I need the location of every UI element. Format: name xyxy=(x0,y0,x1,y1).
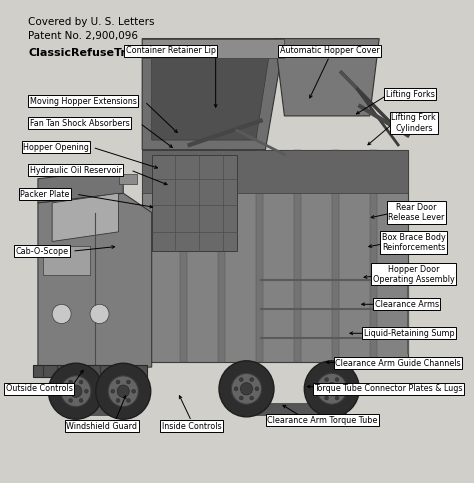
Circle shape xyxy=(132,389,136,393)
Circle shape xyxy=(127,398,130,402)
FancyBboxPatch shape xyxy=(142,150,408,362)
FancyBboxPatch shape xyxy=(142,39,284,58)
Circle shape xyxy=(111,389,115,393)
Text: Container Retainer Lip: Container Retainer Lip xyxy=(126,46,216,55)
Text: Hopper Door
Operating Assembly: Hopper Door Operating Assembly xyxy=(373,265,455,284)
Circle shape xyxy=(319,387,323,391)
Circle shape xyxy=(116,380,120,384)
Circle shape xyxy=(250,378,254,382)
Circle shape xyxy=(325,378,328,382)
Text: Lifting Fork
Cylinders: Lifting Fork Cylinders xyxy=(392,114,436,133)
Text: Moving Hopper Extensions: Moving Hopper Extensions xyxy=(29,97,137,106)
Text: Clearance Arms: Clearance Arms xyxy=(374,300,439,309)
FancyBboxPatch shape xyxy=(180,150,187,362)
FancyBboxPatch shape xyxy=(33,365,147,377)
Circle shape xyxy=(61,376,91,407)
Circle shape xyxy=(52,304,71,324)
Circle shape xyxy=(219,361,274,417)
Text: Windshield Guard: Windshield Guard xyxy=(66,422,137,430)
Text: Clearance Arm Guide Channels: Clearance Arm Guide Channels xyxy=(335,359,461,368)
Polygon shape xyxy=(142,39,284,150)
Text: Covered by U. S. Letters: Covered by U. S. Letters xyxy=(28,17,155,27)
Circle shape xyxy=(108,376,138,407)
FancyBboxPatch shape xyxy=(66,403,137,415)
Text: ClassicRefuseTrucks.com: ClassicRefuseTrucks.com xyxy=(28,48,185,58)
FancyBboxPatch shape xyxy=(237,403,346,415)
Polygon shape xyxy=(38,193,152,367)
Circle shape xyxy=(325,396,328,400)
Text: Outside Controls: Outside Controls xyxy=(6,384,73,393)
FancyBboxPatch shape xyxy=(332,150,339,362)
Text: Packer Plate: Packer Plate xyxy=(20,190,70,199)
Circle shape xyxy=(116,398,120,402)
Circle shape xyxy=(335,378,339,382)
FancyBboxPatch shape xyxy=(218,150,225,362)
Text: Clearance Arm Torque Tube: Clearance Arm Torque Tube xyxy=(267,416,377,425)
Circle shape xyxy=(69,380,73,384)
Text: Lifting Forks: Lifting Forks xyxy=(385,90,435,99)
Circle shape xyxy=(326,383,338,395)
Circle shape xyxy=(239,396,243,400)
Circle shape xyxy=(127,380,130,384)
FancyBboxPatch shape xyxy=(256,150,263,362)
FancyBboxPatch shape xyxy=(142,150,408,193)
Polygon shape xyxy=(52,193,118,242)
Circle shape xyxy=(234,387,238,391)
Circle shape xyxy=(79,398,83,402)
Circle shape xyxy=(48,363,103,419)
Text: Liquid-Retaining Sump: Liquid-Retaining Sump xyxy=(364,329,455,338)
FancyBboxPatch shape xyxy=(294,150,301,362)
Circle shape xyxy=(96,363,151,419)
Circle shape xyxy=(239,378,243,382)
Circle shape xyxy=(255,387,259,391)
FancyBboxPatch shape xyxy=(118,174,137,184)
Text: Rear Door
Release Lever: Rear Door Release Lever xyxy=(388,203,444,222)
Circle shape xyxy=(335,396,339,400)
Circle shape xyxy=(90,304,109,324)
Text: Torque Tube Connector Plates & Lugs: Torque Tube Connector Plates & Lugs xyxy=(314,384,463,393)
FancyBboxPatch shape xyxy=(43,246,90,275)
Circle shape xyxy=(250,396,254,400)
Polygon shape xyxy=(152,48,270,140)
Circle shape xyxy=(304,361,359,417)
Circle shape xyxy=(231,373,262,404)
Polygon shape xyxy=(38,169,123,203)
Text: Hopper Opening: Hopper Opening xyxy=(23,143,89,152)
Circle shape xyxy=(117,385,129,398)
Circle shape xyxy=(70,385,82,398)
Text: Box Brace Body
Reinforcements: Box Brace Body Reinforcements xyxy=(382,233,446,252)
Circle shape xyxy=(64,389,67,393)
Text: Inside Controls: Inside Controls xyxy=(162,422,221,430)
Text: Fan Tan Shock Absorbers: Fan Tan Shock Absorbers xyxy=(30,119,129,128)
Circle shape xyxy=(317,373,347,404)
Circle shape xyxy=(240,383,253,395)
Text: Patent No. 2,900,096: Patent No. 2,900,096 xyxy=(28,31,138,42)
Text: Hydraulic Oil Reservoir: Hydraulic Oil Reservoir xyxy=(30,166,122,174)
FancyBboxPatch shape xyxy=(370,150,377,362)
Circle shape xyxy=(69,398,73,402)
Circle shape xyxy=(340,387,344,391)
Polygon shape xyxy=(275,39,379,116)
Circle shape xyxy=(79,380,83,384)
Text: Cab-O-Scope: Cab-O-Scope xyxy=(15,247,68,256)
Circle shape xyxy=(84,389,88,393)
FancyBboxPatch shape xyxy=(152,155,237,251)
Text: Automatic Hopper Cover: Automatic Hopper Cover xyxy=(280,46,379,55)
